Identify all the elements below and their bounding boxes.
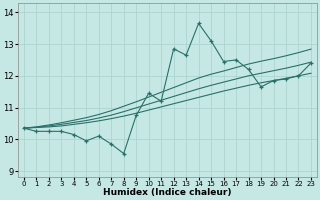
X-axis label: Humidex (Indice chaleur): Humidex (Indice chaleur) [103,188,232,197]
